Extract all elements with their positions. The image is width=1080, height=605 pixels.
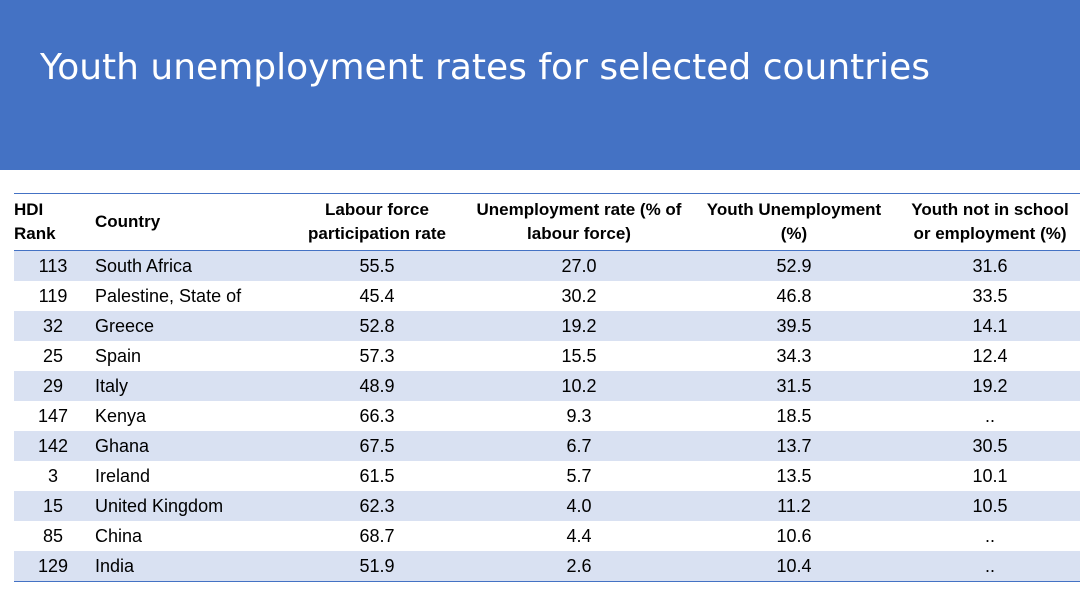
cell-youth-neet: .. (984, 526, 995, 546)
cell-hdi-rank: 119 (38, 286, 68, 306)
cell-youth-neet: 19.2 (899, 371, 1080, 401)
cell-country: Ghana (82, 431, 285, 461)
cell-country: China (95, 526, 143, 546)
table-row: 119 Palestine, State of 45.4 30.2 46.8 3… (14, 281, 1080, 311)
cell-youth-unemployment: 11.2 (689, 491, 899, 521)
cell-youth-neet: 10.5 (899, 491, 1080, 521)
slide-title: Youth unemployment rates for selected co… (40, 47, 930, 88)
header-hdi-rank: HDI Rank (14, 193, 82, 251)
cell-youth-neet: 31.6 (899, 250, 1080, 281)
cell-hdi-rank: 85 (42, 526, 64, 546)
header-country: Country (82, 193, 285, 251)
cell-youth-unemployment: 39.5 (689, 311, 899, 341)
data-table-container: HDI Rank Country Labour force participat… (14, 193, 1080, 582)
cell-youth-unemployment: 34.3 (776, 346, 812, 366)
header-text: Rank (14, 224, 56, 243)
cell-country: Italy (82, 371, 285, 401)
cell-youth-unemployment: 18.5 (776, 406, 812, 426)
cell-youth-neet: 30.5 (899, 431, 1080, 461)
cell-hdi-rank: 147 (37, 406, 69, 426)
cell-country: Palestine, State of (95, 286, 242, 306)
cell-hdi-rank: 25 (42, 346, 64, 366)
cell-hdi-rank: 129 (14, 551, 82, 582)
cell-unemployment-rate: 27.0 (469, 250, 689, 281)
header-text: Youth Unemployment (706, 200, 882, 219)
cell-country: Ireland (95, 466, 151, 486)
cell-hdi-rank: 3 (47, 466, 58, 486)
cell-country: South Africa (82, 250, 285, 281)
cell-labour-force: 55.5 (285, 250, 469, 281)
cell-labour-force: 67.5 (285, 431, 469, 461)
cell-unemployment-rate: 19.2 (469, 311, 689, 341)
cell-labour-force: 68.7 (359, 526, 395, 546)
title-band: Youth unemployment rates for selected co… (0, 0, 1080, 170)
cell-youth-neet: 12.4 (972, 346, 1008, 366)
header-text: Youth not in school (911, 200, 1069, 219)
cell-hdi-rank: 32 (14, 311, 82, 341)
cell-unemployment-rate: 10.2 (469, 371, 689, 401)
cell-country: India (82, 551, 285, 582)
table-row: 32 Greece 52.8 19.2 39.5 14.1 (14, 311, 1080, 341)
cell-youth-unemployment: 10.6 (776, 526, 812, 546)
header-youth-unemployment: Youth Unemployment (%) (689, 193, 899, 251)
cell-youth-unemployment: 52.9 (689, 250, 899, 281)
cell-hdi-rank: 113 (14, 250, 82, 281)
cell-labour-force: 51.9 (285, 551, 469, 582)
table-row: 147 Kenya 66.3 9.3 18.5 .. (14, 401, 1080, 431)
cell-unemployment-rate: 2.6 (469, 551, 689, 582)
header-text: or employment (%) (913, 224, 1067, 243)
cell-labour-force: 52.8 (285, 311, 469, 341)
header-text: Country (95, 212, 161, 231)
table-row: 3 Ireland 61.5 5.7 13.5 10.1 (14, 461, 1080, 491)
cell-youth-unemployment: 46.8 (776, 286, 812, 306)
cell-youth-neet: 14.1 (899, 311, 1080, 341)
cell-youth-neet: 10.1 (972, 466, 1008, 486)
cell-unemployment-rate: 15.5 (561, 346, 597, 366)
cell-labour-force: 57.3 (359, 346, 395, 366)
cell-labour-force: 66.3 (359, 406, 395, 426)
header-text: (%) (780, 224, 808, 243)
table-row: 113 South Africa 55.5 27.0 52.9 31.6 (14, 250, 1080, 281)
cell-labour-force: 62.3 (285, 491, 469, 521)
header-youth-neet: Youth not in school or employment (%) (899, 193, 1080, 251)
header-text: Unemployment rate (% of (476, 200, 682, 219)
cell-unemployment-rate: 4.0 (469, 491, 689, 521)
table-header-row: HDI Rank Country Labour force participat… (14, 193, 1080, 251)
cell-youth-unemployment: 13.7 (689, 431, 899, 461)
cell-unemployment-rate: 6.7 (469, 431, 689, 461)
cell-youth-unemployment: 10.4 (689, 551, 899, 582)
cell-country: United Kingdom (82, 491, 285, 521)
cell-hdi-rank: 142 (14, 431, 82, 461)
cell-youth-neet: 33.5 (972, 286, 1008, 306)
cell-youth-neet: .. (984, 406, 995, 426)
header-labour-force: Labour force participation rate (285, 193, 469, 251)
cell-unemployment-rate: 5.7 (566, 466, 592, 486)
cell-country: Greece (82, 311, 285, 341)
cell-hdi-rank: 29 (14, 371, 82, 401)
cell-hdi-rank: 15 (14, 491, 82, 521)
cell-labour-force: 45.4 (359, 286, 395, 306)
header-text: HDI (14, 200, 44, 219)
cell-unemployment-rate: 9.3 (566, 406, 592, 426)
cell-country: Spain (95, 346, 142, 366)
table-row: 129 India 51.9 2.6 10.4 .. (14, 551, 1080, 582)
cell-youth-unemployment: 13.5 (776, 466, 812, 486)
table-row: 15 United Kingdom 62.3 4.0 11.2 10.5 (14, 491, 1080, 521)
table-row: 25 Spain 57.3 15.5 34.3 12.4 (14, 341, 1080, 371)
header-text: labour force) (527, 224, 631, 243)
youth-unemployment-table: HDI Rank Country Labour force participat… (14, 193, 1080, 582)
table-row: 29 Italy 48.9 10.2 31.5 19.2 (14, 371, 1080, 401)
table-row: 142 Ghana 67.5 6.7 13.7 30.5 (14, 431, 1080, 461)
cell-labour-force: 48.9 (285, 371, 469, 401)
cell-labour-force: 61.5 (359, 466, 395, 486)
table-row: 85 China 68.7 4.4 10.6 .. (14, 521, 1080, 551)
header-text: Labour force (325, 200, 429, 219)
header-text: participation rate (308, 224, 446, 243)
cell-youth-unemployment: 31.5 (689, 371, 899, 401)
cell-country: Kenya (95, 406, 147, 426)
header-unemployment-rate: Unemployment rate (% of labour force) (469, 193, 689, 251)
cell-unemployment-rate: 30.2 (561, 286, 597, 306)
cell-unemployment-rate: 4.4 (566, 526, 592, 546)
cell-youth-neet: .. (899, 551, 1080, 582)
